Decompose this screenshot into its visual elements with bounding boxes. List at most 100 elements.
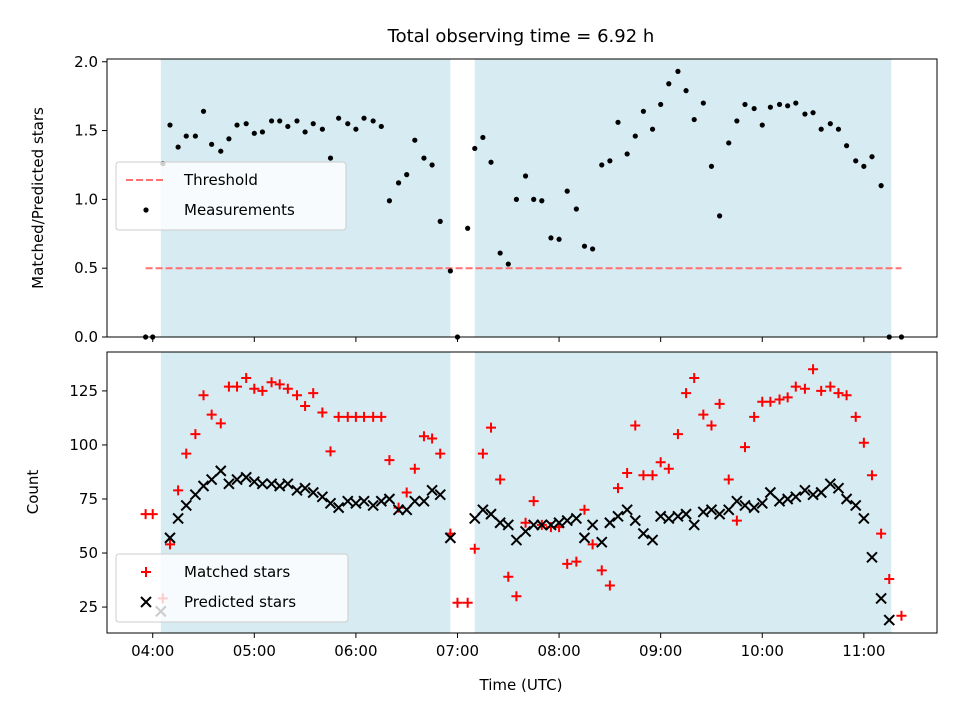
matched-stars-point: [427, 433, 438, 444]
measurement-point: [447, 268, 453, 274]
matched-stars-point: [706, 420, 717, 431]
measurement-point: [429, 162, 435, 168]
y-tick-label: 50: [79, 544, 98, 562]
measurement-point: [370, 118, 376, 124]
measurement-point: [708, 163, 715, 169]
matched-stars-point: [274, 379, 285, 390]
measurement-point: [548, 235, 554, 241]
matched-stars-point: [241, 372, 252, 383]
matched-stars-point: [562, 558, 573, 569]
measurement-point: [802, 111, 808, 117]
matched-stars-point: [749, 411, 760, 422]
measurement-point: [759, 122, 765, 128]
measurement-point: [793, 100, 799, 106]
predicted-stars-point: [840, 493, 853, 505]
predicted-stars-point: [781, 493, 794, 505]
matched-stars-point: [833, 388, 844, 399]
top-panel-ratio: 0.00.51.01.52.0 Matched/Predicted stars …: [29, 53, 938, 346]
predicted-stars-point: [858, 512, 870, 525]
bottom-y-axis-label: Count: [24, 470, 42, 515]
predicted-stars-point: [375, 495, 388, 507]
predicted-stars-point: [756, 497, 768, 510]
top-panel-series: [143, 68, 905, 340]
y-tick-label: 1.5: [74, 122, 98, 140]
matched-stars-point: [409, 463, 420, 474]
predicted-stars-point: [824, 478, 837, 490]
matched-stars-point: [333, 411, 344, 422]
measurement-point: [302, 129, 308, 135]
measurement-point: [200, 108, 207, 114]
measurement-point: [209, 141, 215, 147]
measurement-point: [751, 105, 757, 112]
matched-stars-point: [232, 381, 243, 392]
matched-stars-point: [300, 401, 311, 412]
predicted-stars-point: [705, 504, 718, 516]
predicted-stars-point: [400, 504, 413, 516]
predicted-stars-point: [697, 506, 710, 518]
predicted-stars-point: [731, 495, 743, 507]
matched-stars-point: [681, 388, 692, 399]
matched-stars-point: [164, 539, 175, 550]
measurement-point: [683, 88, 689, 94]
measurement-point: [599, 162, 605, 168]
predicted-stars-point: [612, 510, 624, 522]
legend-measurement-swatch: [143, 207, 149, 213]
measurement-point: [843, 143, 850, 149]
matched-stars-point: [215, 418, 226, 429]
predicted-stars-point: [553, 517, 565, 529]
predicted-stars-point: [485, 508, 497, 520]
measurement-point: [785, 103, 791, 109]
measurement-point: [277, 118, 283, 124]
x-tick-label: 08:00: [537, 642, 580, 660]
predicted-stars-point: [409, 495, 421, 507]
matched-stars-point: [495, 474, 506, 485]
legend-label: Predicted stars: [184, 593, 296, 611]
predicted-stars-point: [850, 499, 862, 512]
measurement-point: [767, 104, 773, 110]
measurement-point: [259, 129, 266, 135]
measurement-point: [175, 144, 181, 150]
legend-box: [115, 161, 347, 231]
y-tick-label: 0.0: [74, 328, 98, 346]
predicted-stars-point: [342, 495, 354, 507]
predicted-stars-point: [713, 508, 726, 520]
x-tick-label: 11:00: [842, 642, 885, 660]
predicted-stars-point: [316, 491, 329, 503]
measurement-point: [810, 110, 816, 116]
matched-stars-point: [672, 429, 683, 440]
predicted-stars-point: [883, 614, 895, 626]
bottom-panel-series: [140, 364, 907, 626]
matched-stars-point: [825, 381, 836, 392]
measurement-point: [421, 155, 427, 161]
measurement-point: [345, 121, 351, 127]
matched-stars-point: [190, 429, 201, 440]
matched-stars-point: [896, 610, 907, 621]
predicted-stars-point: [282, 478, 294, 490]
matched-stars-point: [858, 437, 869, 448]
matched-stars-point: [808, 364, 819, 375]
measurement-point: [378, 123, 384, 130]
y-tick-label: 100: [69, 436, 98, 454]
measurement-point: [226, 136, 232, 142]
matched-stars-point: [723, 474, 734, 485]
top-y-axis-label: Matched/Predicted stars: [29, 107, 47, 289]
bottom-legend: Matched stars Predicted stars: [115, 553, 349, 623]
predicted-stars-point: [367, 499, 379, 512]
x-tick-label: 05:00: [233, 642, 276, 660]
x-tick-label: 10:00: [741, 642, 784, 660]
measurement-point: [268, 118, 275, 124]
predicted-stars-point: [502, 519, 514, 531]
matched-stars-point: [384, 455, 395, 466]
predicted-stars-point: [790, 491, 802, 503]
x-tick-label: 04:00: [131, 642, 174, 660]
predicted-stars-point: [764, 486, 777, 499]
predicted-stars-point: [383, 493, 396, 505]
measurement-point: [336, 115, 342, 121]
matched-stars-point: [850, 411, 861, 422]
matched-stars-point: [884, 573, 895, 584]
measurement-point: [649, 126, 656, 132]
predicted-stars-point: [578, 532, 591, 544]
predicted-stars-point: [180, 499, 192, 512]
predicted-stars-point: [815, 486, 827, 499]
